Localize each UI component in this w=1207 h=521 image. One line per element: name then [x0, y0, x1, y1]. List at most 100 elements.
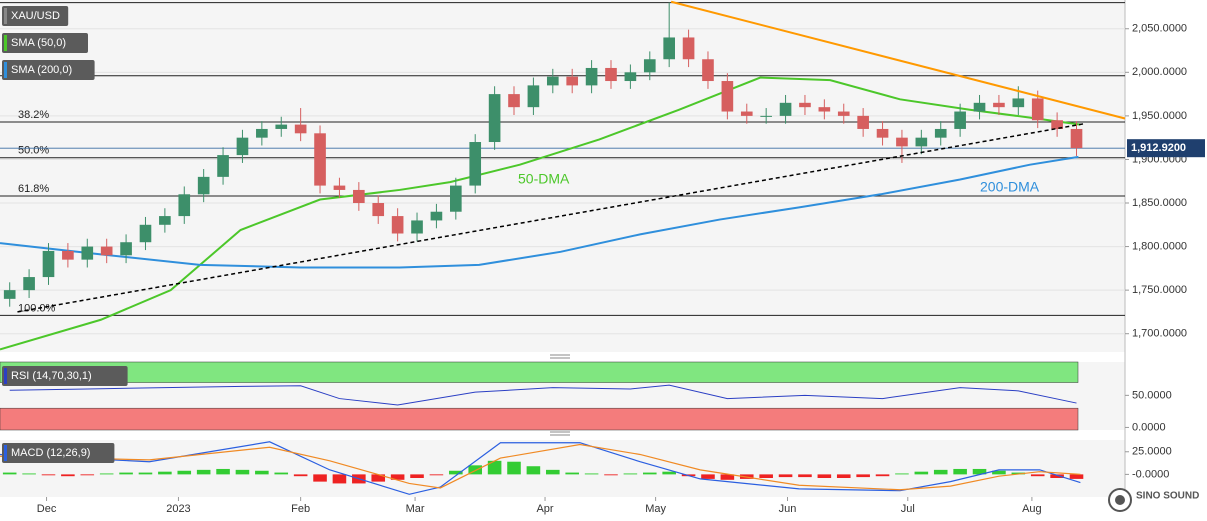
candle-body [391, 216, 404, 234]
candle-body [450, 185, 462, 212]
macd-histogram-bar [410, 474, 424, 478]
macd-histogram-bar [933, 469, 948, 475]
candle-body [1051, 120, 1063, 129]
macd-histogram-bar [701, 474, 715, 479]
candle-body [3, 290, 16, 299]
candle-body [469, 142, 482, 186]
macd-histogram-bar [468, 465, 483, 475]
sma-line [0, 155, 1079, 269]
legend-label: MACD (12,26,9) [11, 447, 90, 459]
macd-histogram-bar [255, 470, 269, 475]
legend-box [2, 60, 95, 80]
x-tick-label: 2023 [166, 503, 190, 515]
trend-line [670, 0, 1126, 120]
macd-histogram-bar [41, 474, 56, 476]
candle-body [857, 115, 869, 129]
candle-body [372, 203, 385, 217]
candle-body [799, 102, 811, 108]
x-tick-label: Dec [37, 503, 57, 515]
y-tick-label: -0.0000 [1132, 468, 1169, 480]
fib-label: 100.0% [18, 302, 56, 314]
candle-body [430, 211, 443, 221]
candle-body [333, 185, 346, 190]
macd-histogram-bar [1069, 474, 1084, 479]
trend-line [17, 122, 1085, 313]
y-tick-label: 1,850.0000 [1132, 197, 1187, 209]
y-tick-label: 50.0000 [1132, 389, 1172, 401]
last-price-box [1127, 139, 1205, 158]
candle-body [159, 216, 171, 225]
legend-box [2, 6, 69, 26]
y-tick-label: 25.0000 [1132, 446, 1172, 458]
macd-histogram-bar [875, 474, 890, 477]
candle-body [702, 59, 714, 82]
candle-body [876, 128, 889, 138]
macd-histogram-bar [1050, 474, 1064, 478]
candle-body [275, 124, 288, 129]
macd-histogram-bar [22, 473, 36, 475]
legend-label: XAU/USD [11, 10, 60, 22]
macd-histogram-bar [274, 472, 289, 475]
candle-body [81, 246, 94, 260]
macd-histogram-bar [798, 474, 812, 478]
candle-body [779, 102, 792, 116]
legend-label: SMA (200,0) [11, 64, 72, 76]
candle-body [546, 76, 559, 86]
panel-handle[interactable] [550, 431, 570, 436]
panel-handle[interactable] [550, 354, 570, 359]
candle-body [411, 220, 423, 234]
legend-label: SMA (50,0) [11, 37, 66, 49]
x-tick-label: Feb [291, 503, 310, 515]
candle-body [120, 242, 132, 256]
candle-body [197, 176, 210, 195]
candle-body [624, 72, 637, 82]
candle-body [62, 250, 74, 260]
legend-swatch [4, 368, 7, 384]
candle-body [663, 37, 675, 60]
y-tick-label: 1,750.0000 [1132, 284, 1187, 296]
legend-box [2, 33, 88, 53]
candle-body [353, 189, 365, 204]
x-tick-label: Jul [901, 503, 915, 515]
macd-line [0, 441, 1081, 495]
candle-body [837, 111, 850, 116]
price-panel [0, 0, 1125, 352]
candle-body [896, 137, 908, 147]
macd-histogram-bar [429, 474, 444, 476]
legend-swatch [4, 8, 7, 24]
candle-body [100, 246, 113, 256]
candle-body [1031, 98, 1044, 121]
macd-histogram-bar [487, 460, 502, 475]
macd-histogram-bar [332, 474, 347, 484]
macd-histogram-bar [778, 474, 793, 478]
sma-line [0, 76, 1081, 351]
candle-body [178, 194, 191, 217]
macd-histogram-bar [817, 474, 832, 478]
macd-histogram-bar [371, 474, 386, 482]
candle-body [508, 94, 520, 108]
candle-body [488, 94, 501, 143]
macd-histogram-bar [992, 470, 1006, 475]
macd-histogram-bar [662, 471, 676, 475]
macd-histogram-bar [856, 474, 870, 478]
y-tick-label: 1,950.0000 [1132, 110, 1187, 122]
macd-histogram-bar [61, 474, 75, 477]
candle-body [973, 102, 986, 112]
candle-body [236, 137, 249, 156]
last-price-label: 1,912.9200 [1131, 142, 1186, 154]
ma-annotation: 200-DMA [980, 179, 1040, 195]
x-tick-label: May [645, 503, 666, 515]
candle-body [217, 155, 229, 177]
macd-histogram-bar [914, 471, 929, 475]
candle-body [740, 111, 753, 116]
y-tick-label: 0.0000 [1132, 421, 1166, 433]
candle-body [682, 37, 695, 60]
legend-swatch [4, 445, 7, 461]
macd-histogram-bar [584, 473, 599, 475]
candle-body [605, 67, 617, 82]
macd-histogram-bar [177, 470, 192, 475]
macd-histogram-bar [99, 473, 114, 475]
macd-histogram-bar [158, 471, 172, 475]
candle-body [294, 124, 307, 134]
